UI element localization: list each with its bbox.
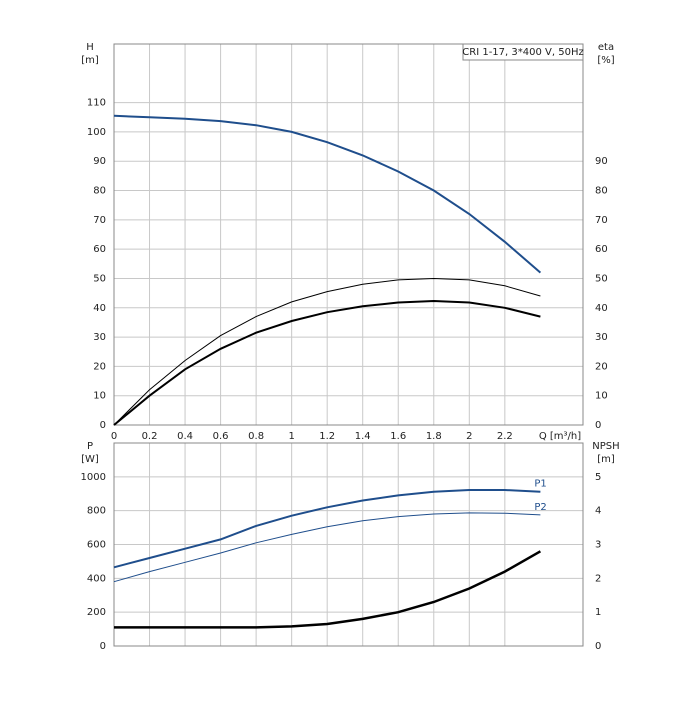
series-line [113,277,541,426]
y-tick-label: 70 [93,215,106,226]
y-axis-unit: [W] [81,454,99,465]
y-tick-label: 600 [87,540,106,551]
series-line [113,512,541,583]
series-line [114,550,542,629]
y-tick-label: 800 [87,506,106,517]
y2-tick-label: 0 [595,641,601,652]
y-tick-label: 100 [87,127,106,138]
plot-frame [113,43,584,426]
y2-tick-label: 4 [595,506,601,517]
series-line [113,299,541,426]
title-box [462,43,584,61]
y2-axis-label: NPSH [592,441,619,452]
y-tick-label: 40 [93,303,106,314]
y-axis-label: H [86,42,94,53]
series-label: P1 [534,479,546,490]
y2-tick-label: 80 [595,186,608,197]
y-tick-label: 110 [87,98,106,109]
y-tick-label: 0 [100,641,106,652]
x-tick-label: 0.4 [177,431,193,442]
y2-tick-label: 2 [595,573,601,584]
y2-tick-label: 70 [595,215,608,226]
chart-title: CRI 1-17, 3*400 V, 50Hz [462,47,583,58]
y2-tick-label: 5 [595,472,601,483]
x-tick-label: 0.6 [213,431,229,442]
y-tick-label: 0 [100,420,106,431]
series-label: P2 [534,502,546,513]
y-tick-label: 90 [93,156,106,167]
y2-tick-label: 20 [595,361,608,372]
x-tick-label: 1.6 [390,431,406,442]
y2-tick-label: 60 [595,244,608,255]
y2-tick-label: 30 [595,332,608,343]
y2-axis-unit: [%] [597,55,614,66]
x-axis-label: Q [m³/h] [539,431,581,442]
y-tick-label: 1000 [81,472,106,483]
x-tick-label: 2.2 [497,431,513,442]
series-line [113,114,542,274]
y-tick-label: 20 [93,361,106,372]
y2-tick-label: 10 [595,391,608,402]
x-tick-label: 2 [466,431,472,442]
y-tick-label: 50 [93,273,106,284]
y2-axis-label: eta [598,42,614,53]
y-axis-unit: [m] [81,55,99,66]
x-tick-label: 0.8 [248,431,264,442]
x-tick-label: 0 [111,431,117,442]
series-line [113,489,541,569]
plot-frame [113,442,584,647]
y2-tick-label: 90 [595,156,608,167]
y2-axis-unit: [m] [597,454,615,465]
y-tick-label: 10 [93,391,106,402]
y2-tick-label: 50 [595,273,608,284]
x-tick-label: 1.2 [319,431,335,442]
y-tick-label: 30 [93,332,106,343]
y2-tick-label: 40 [595,303,608,314]
y-axis-label: P [87,441,93,452]
y2-tick-label: 0 [595,420,601,431]
y-tick-label: 60 [93,244,106,255]
y2-tick-label: 1 [595,607,601,618]
x-tick-label: 0.2 [142,431,158,442]
y-tick-label: 200 [87,607,106,618]
y-tick-label: 400 [87,573,106,584]
x-tick-label: 1.4 [355,431,371,442]
x-tick-label: 1 [288,431,294,442]
x-tick-label: 1.8 [426,431,442,442]
y2-tick-label: 3 [595,540,601,551]
y-tick-label: 80 [93,186,106,197]
